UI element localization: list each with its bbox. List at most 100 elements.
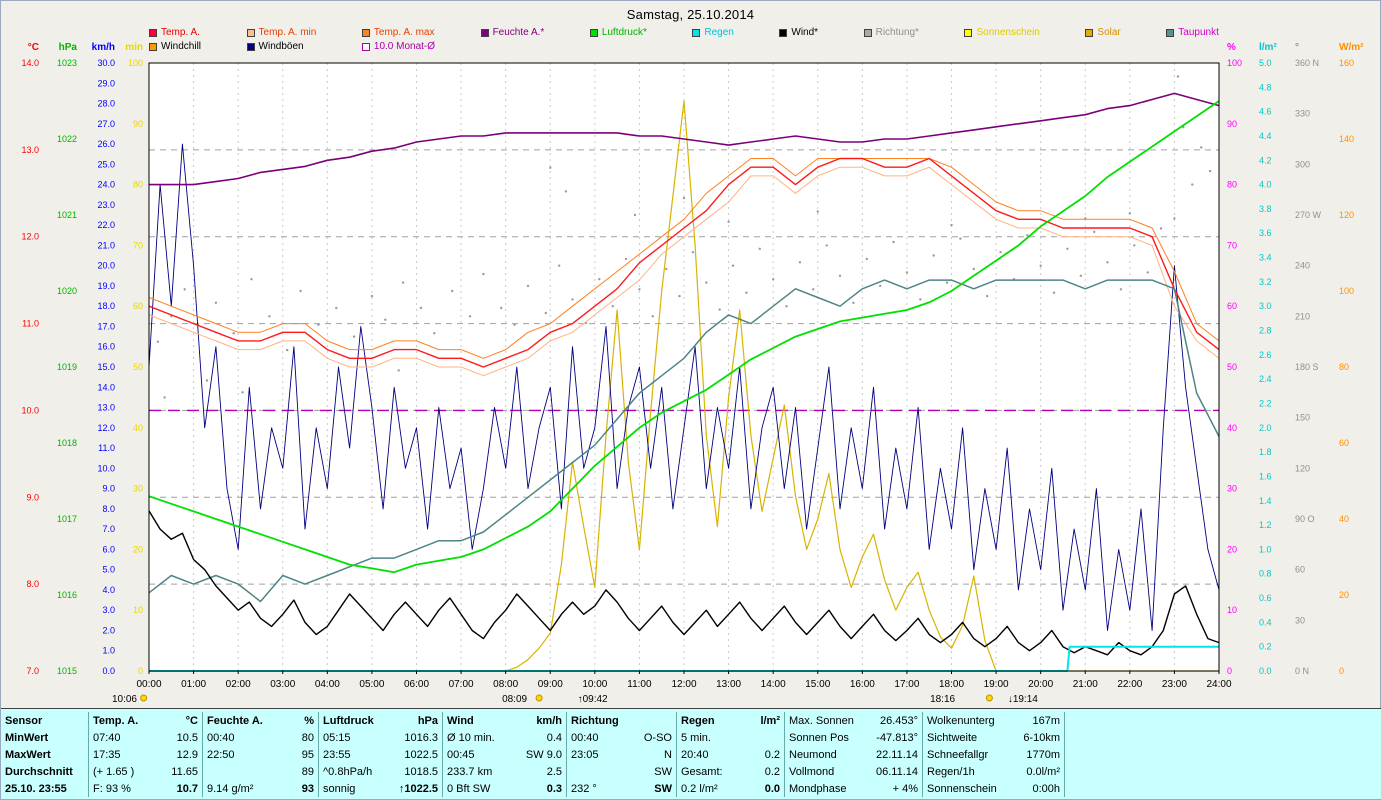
axis-lm2: l/m² 5.0 4.8 4.6 4.4 4.2 4.0 3.8 3.6 3.4 3.2 3.0 2.8… — [1259, 42, 1277, 676]
table-cell-r1c14: -47.813° — [865, 729, 923, 746]
table-cell-r3c11: Gesamt: — [681, 765, 723, 778]
table-cell-r3c8: 2.5 — [517, 763, 567, 780]
svg-text:1020: 1020 — [57, 286, 77, 296]
table-cell-r0c7: Wind — [447, 714, 474, 727]
table-cell-r1c7: Ø 10 min. — [447, 731, 495, 744]
svg-text:min: min — [125, 42, 143, 53]
legend-marker-windboeen-icon — [246, 42, 255, 51]
svg-text:%: % — [1227, 42, 1236, 53]
svg-text:20: 20 — [133, 544, 143, 554]
table-cell-r1c9: 00:40 — [571, 731, 599, 744]
sun-icon — [535, 694, 543, 702]
legend-label: Windchill — [161, 41, 202, 52]
svg-text:1022: 1022 — [57, 134, 77, 144]
svg-text:0.8: 0.8 — [1259, 569, 1272, 579]
table-cell-r4c9: 232 ° — [571, 782, 597, 795]
sun-icon — [985, 694, 993, 702]
svg-text:3.2: 3.2 — [1259, 277, 1272, 287]
svg-text:80: 80 — [1339, 362, 1349, 372]
legend-item-regen: Regen — [692, 27, 734, 38]
svg-text:05:00: 05:00 — [359, 679, 384, 690]
axis-temp_c: °C 14.0 13.0 12.0 11.0 10.0 9.0 8.0 7.0 — [21, 42, 39, 676]
svg-text:140: 140 — [1339, 134, 1354, 144]
table-cell-r4c6: ↑1022.5 — [397, 780, 443, 797]
table-cell-r4c0: 25.10. 23:55 — [1, 780, 89, 797]
svg-text:40: 40 — [1339, 514, 1349, 524]
svg-text:21.0: 21.0 — [97, 240, 115, 250]
table-cell-r0c9: Richtung — [571, 714, 619, 727]
svg-text:00:00: 00:00 — [136, 679, 161, 690]
table-cell-r4c15: Sonnenschein — [927, 782, 997, 795]
table-cell-r4c4: 93 — [277, 780, 319, 797]
svg-text:28.0: 28.0 — [97, 99, 115, 109]
svg-text:90: 90 — [1227, 119, 1237, 129]
table-cell-r0c11: Regen — [681, 714, 715, 727]
axis-hpa: hPa 1023 1022 1021 1020 1019 1018 1017 1016 1015 — [57, 42, 77, 676]
svg-text:0.4: 0.4 — [1259, 617, 1272, 627]
svg-text:90 O: 90 O — [1295, 514, 1315, 524]
legend-label: Solar — [1097, 27, 1121, 38]
svg-text:4.0: 4.0 — [1259, 180, 1272, 190]
table-cell-r0c10 — [631, 712, 677, 729]
legend-marker-feuchte-a-icon — [480, 28, 489, 37]
svg-text:07:00: 07:00 — [449, 679, 474, 690]
series-windboeen — [148, 143, 1220, 631]
svg-text:4.0: 4.0 — [102, 585, 115, 595]
svg-text:12.0: 12.0 — [21, 232, 39, 242]
svg-text:300: 300 — [1295, 159, 1310, 169]
series-temp-max — [148, 158, 1220, 359]
svg-text:50: 50 — [1227, 362, 1237, 372]
table-cell-r4c12: 0.0 — [741, 780, 785, 797]
svg-text:W/m²: W/m² — [1339, 42, 1364, 53]
svg-text:30.0: 30.0 — [97, 58, 115, 68]
table-cell-r1c10: O-SO — [631, 729, 677, 746]
svg-text:°: ° — [1295, 42, 1299, 53]
svg-text:160: 160 — [1339, 58, 1354, 68]
table-cell-r2c16: 1770m — [1007, 746, 1065, 763]
table-cell-r2c9: 23:05 — [571, 748, 599, 761]
svg-text:0: 0 — [1227, 666, 1232, 676]
svg-text:15.0: 15.0 — [97, 362, 115, 372]
legend-marker-sonnenschein-icon — [964, 28, 973, 37]
table-cell-r1c12 — [741, 729, 785, 746]
svg-text:60: 60 — [1295, 565, 1305, 575]
svg-text:27.0: 27.0 — [97, 119, 115, 129]
table-cell-r4c1: F: 93 % — [93, 782, 131, 795]
table-cell-r1c4: 80 — [277, 729, 319, 746]
legend-marker-luftdruck-icon — [589, 28, 598, 37]
table-cell-r3c1: (+ 1.65 ) — [93, 765, 135, 778]
table-cell-r2c10: N — [631, 746, 677, 763]
table-cell-r0c12: l/m² — [741, 712, 785, 729]
table-cell-r2c8: SW 9.0 — [517, 746, 567, 763]
svg-text:30: 30 — [1227, 484, 1237, 494]
svg-text:2.4: 2.4 — [1259, 374, 1272, 384]
svg-text:1019: 1019 — [57, 362, 77, 372]
table-cell-r2c0: MaxWert — [1, 746, 89, 763]
svg-text:24:00: 24:00 — [1206, 679, 1231, 690]
sun-icon — [140, 694, 148, 702]
legend-item-windchill: Windchill — [149, 41, 201, 52]
table-cell-r1c1: 07:40 — [93, 731, 121, 744]
svg-text:16.0: 16.0 — [97, 342, 115, 352]
table-cell-r1c15: Sichtweite — [927, 731, 978, 744]
table-cell-r0c8: km/h — [517, 712, 567, 729]
svg-text:40: 40 — [133, 423, 143, 433]
table-cell-r1c16: 6-10km — [1007, 729, 1065, 746]
svg-text:13:00: 13:00 — [716, 679, 741, 690]
svg-text:60: 60 — [1227, 301, 1237, 311]
svg-text:17.0: 17.0 — [97, 322, 115, 332]
svg-text:1017: 1017 — [57, 514, 77, 524]
table-cell-r3c4: 89 — [277, 763, 319, 780]
svg-text:04:00: 04:00 — [315, 679, 340, 690]
legend-marker-windchill-icon — [149, 42, 157, 51]
legend-marker-temp-a-max-icon — [361, 28, 370, 37]
axis-wm2: W/m² 160 140 120 100 80 60 40 20 0 — [1339, 42, 1364, 676]
table-cell-r0c16: 167m — [1007, 712, 1065, 729]
table-cell-r3c10: SW — [631, 763, 677, 780]
svg-text:7.0: 7.0 — [26, 666, 39, 676]
svg-text:15:00: 15:00 — [805, 679, 830, 690]
table-cell-r1c6: 1016.3 — [397, 729, 443, 746]
svg-text:26.0: 26.0 — [97, 139, 115, 149]
series-wind — [148, 510, 1220, 656]
